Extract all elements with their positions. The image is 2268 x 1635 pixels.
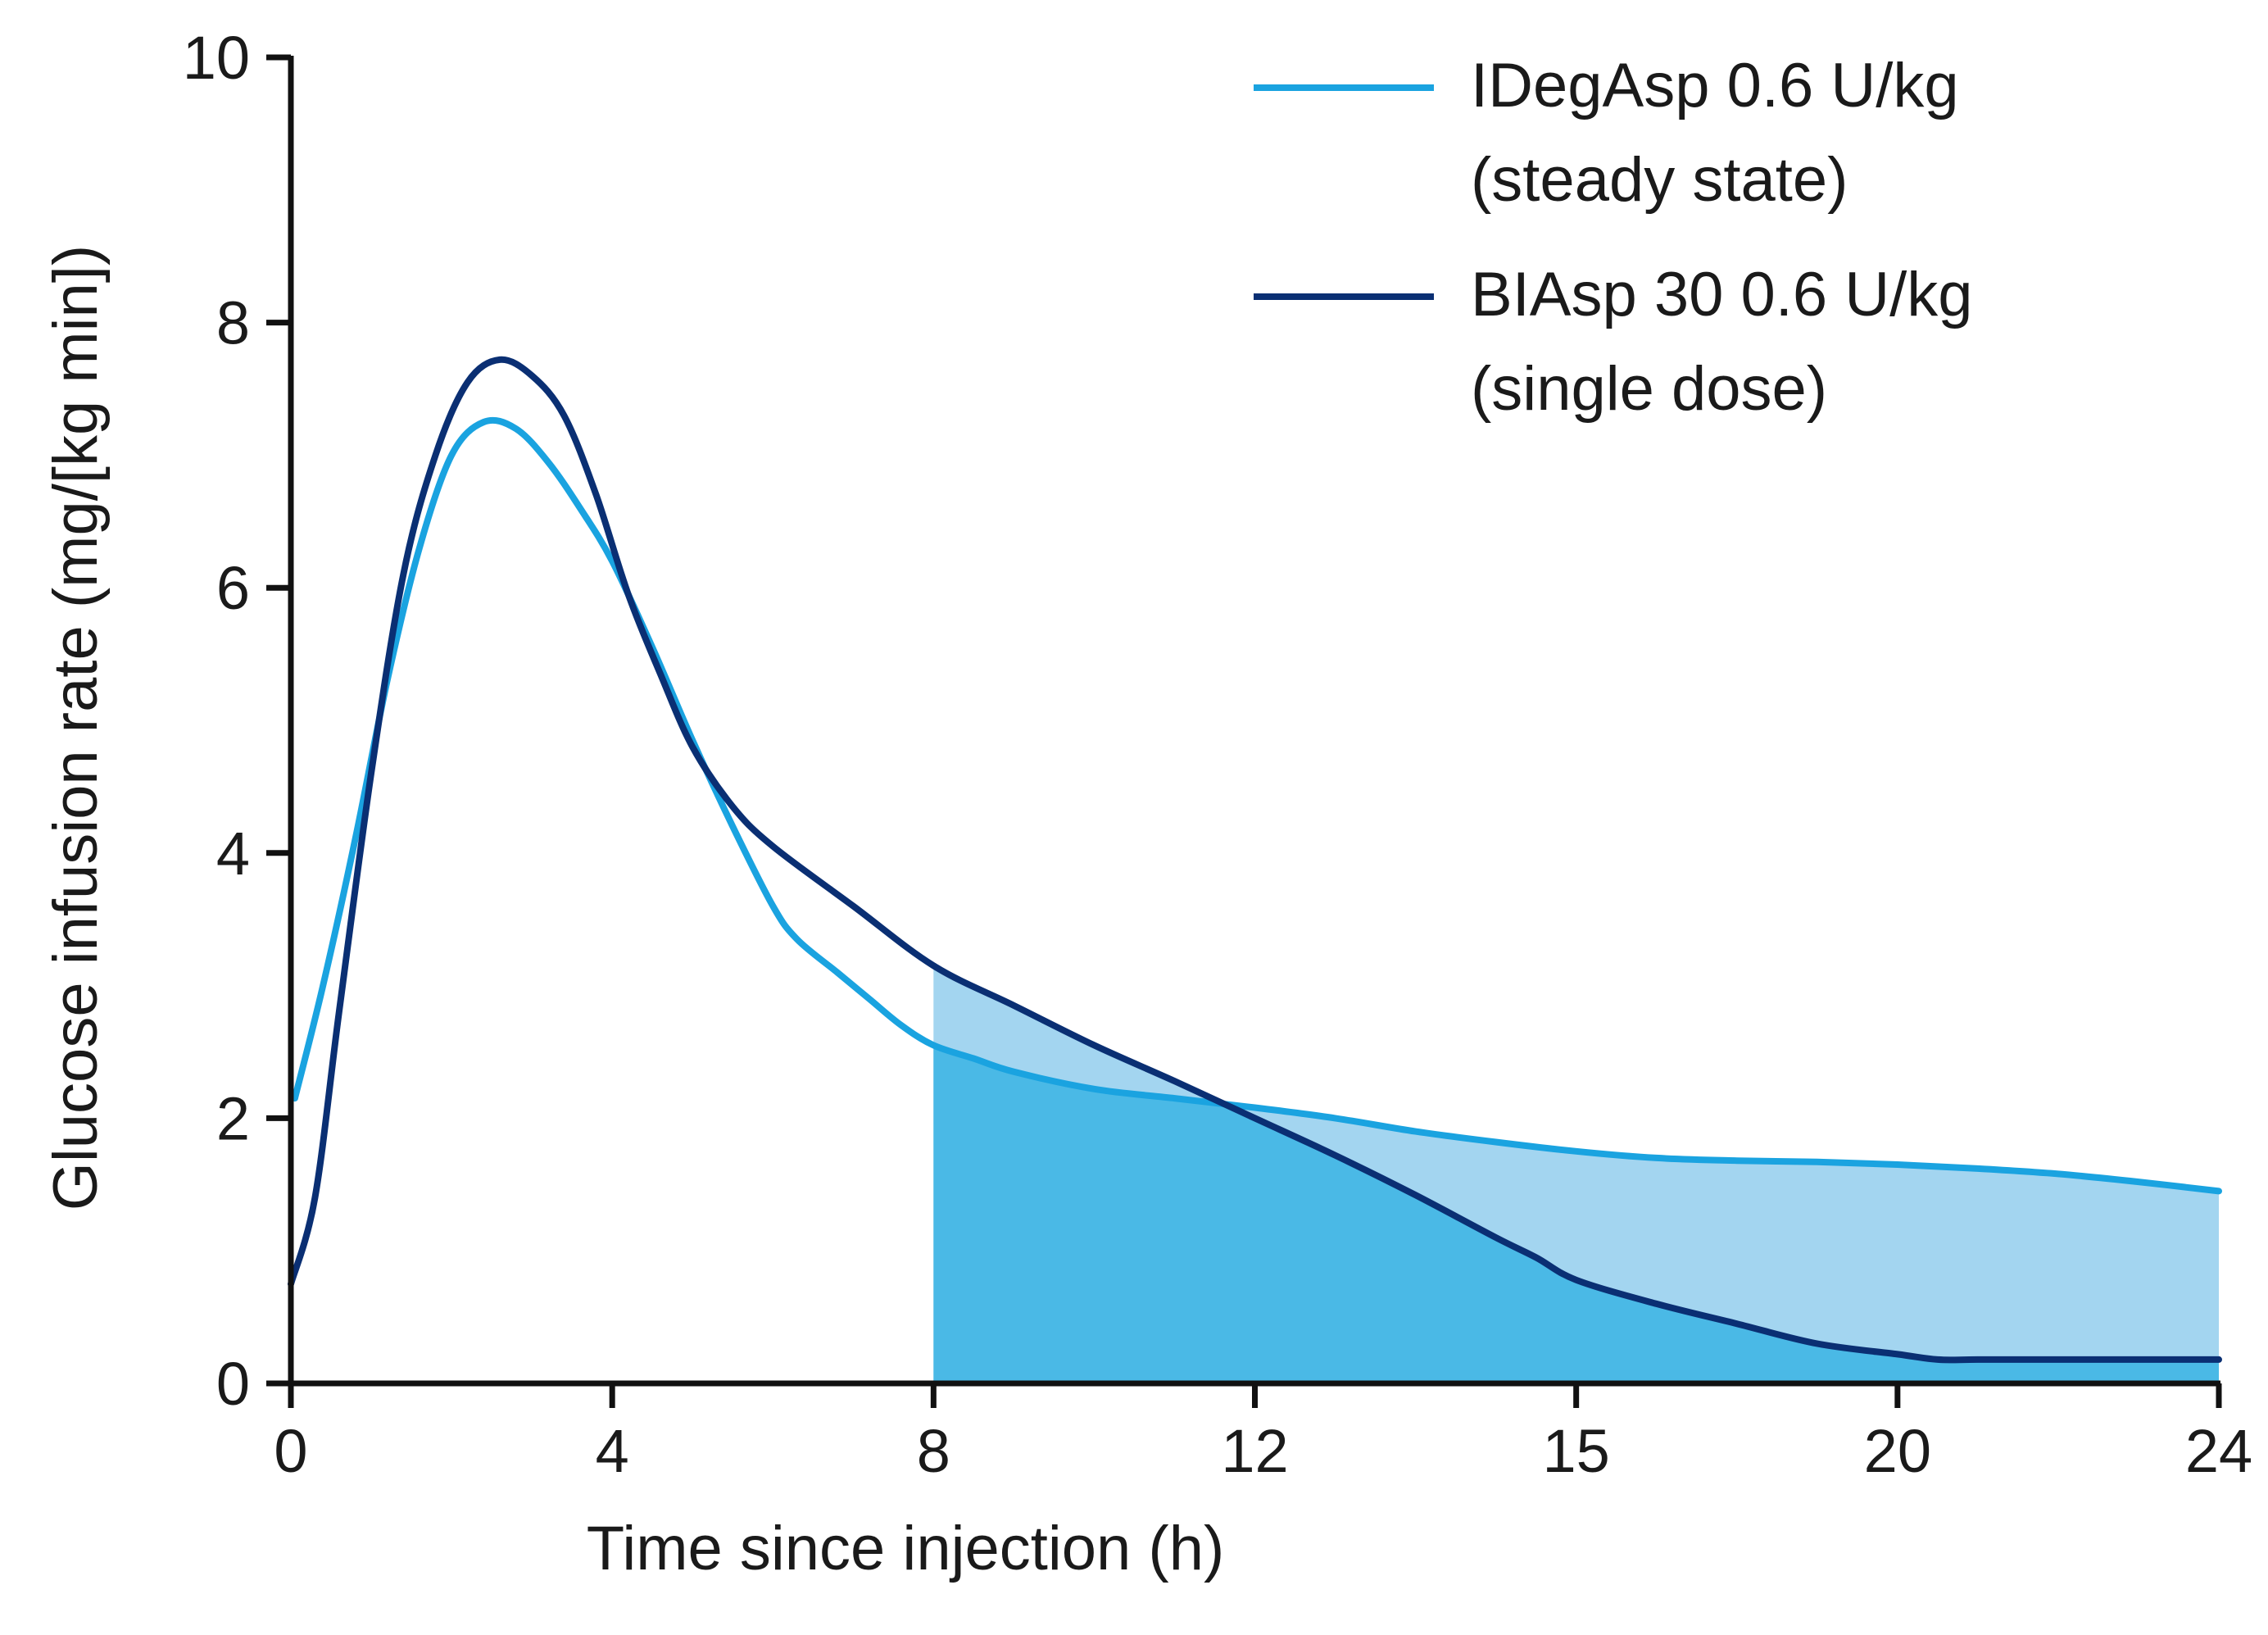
series-line-biasp <box>288 356 2222 1364</box>
y-tick-label: 4 <box>216 820 250 888</box>
legend-label-idegasp-line1: IDegAsp 0.6 U/kg <box>1471 51 1959 120</box>
y-tick-label: 0 <box>216 1350 250 1418</box>
x-tick-label: 24 <box>2185 1417 2252 1485</box>
series-line-idegasp <box>291 416 2222 1195</box>
y-tick-label: 2 <box>216 1084 250 1152</box>
x-tick-label: 20 <box>1864 1417 1931 1485</box>
legend-label-biasp-line1: BIAsp 30 0.6 U/kg <box>1471 260 1973 329</box>
series-curves <box>288 356 2222 1364</box>
x-tick-label: 4 <box>596 1417 629 1485</box>
legend-label-idegasp-line2: (steady state) <box>1471 145 1848 215</box>
x-axis-label: Time since injection (h) <box>587 1514 1225 1583</box>
legend: IDegAsp 0.6 U/kg (steady state) BIAsp 30… <box>1254 51 1973 424</box>
y-axis-label: Glucose infusion rate (mg/[kg min]) <box>41 245 111 1210</box>
legend-label-biasp-line2: (single dose) <box>1471 354 1827 424</box>
x-tick-label: 15 <box>1543 1417 1610 1485</box>
x-tick-label: 12 <box>1221 1417 1288 1485</box>
x-tick-label: 0 <box>274 1417 307 1485</box>
y-tick-label: 10 <box>183 24 250 92</box>
shaded-areas <box>933 965 2219 1383</box>
y-tick-label: 8 <box>216 289 250 357</box>
shaded-area-dark <box>933 1045 2219 1383</box>
y-tick-label: 6 <box>216 554 250 622</box>
x-tick-label: 8 <box>917 1417 950 1485</box>
